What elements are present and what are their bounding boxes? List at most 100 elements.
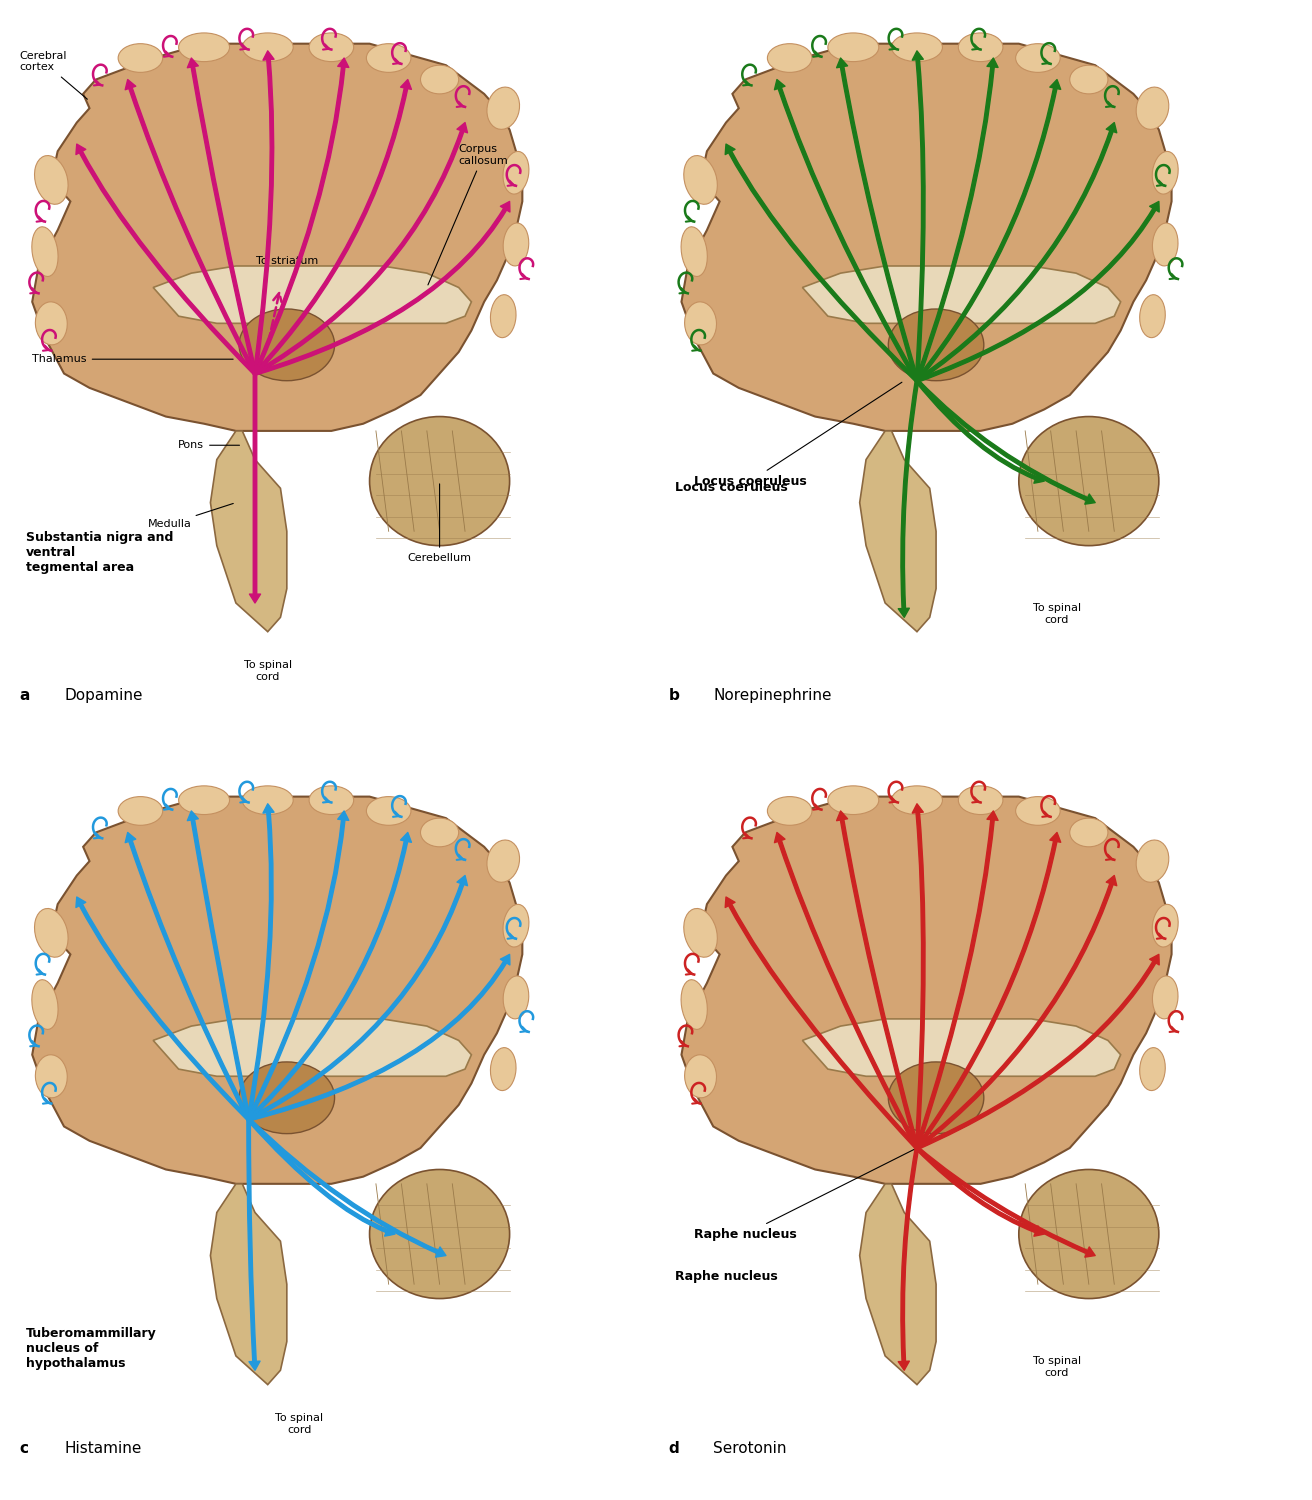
Ellipse shape xyxy=(684,156,718,204)
FancyArrowPatch shape xyxy=(774,833,918,1149)
Ellipse shape xyxy=(1069,818,1107,848)
Ellipse shape xyxy=(958,33,1002,62)
FancyArrowPatch shape xyxy=(916,1148,1044,1236)
Ellipse shape xyxy=(888,309,984,381)
FancyArrowPatch shape xyxy=(247,1119,260,1371)
FancyArrowPatch shape xyxy=(255,123,467,375)
Ellipse shape xyxy=(1152,904,1178,946)
Text: Substantia nigra and
ventral
tegmental area: Substantia nigra and ventral tegmental a… xyxy=(26,531,173,574)
Ellipse shape xyxy=(1019,417,1158,546)
Ellipse shape xyxy=(1152,224,1178,266)
FancyArrowPatch shape xyxy=(249,374,261,603)
FancyArrowPatch shape xyxy=(726,144,918,382)
Ellipse shape xyxy=(243,786,293,814)
Polygon shape xyxy=(210,1184,287,1384)
Ellipse shape xyxy=(491,294,516,338)
FancyArrowPatch shape xyxy=(253,51,274,374)
Text: b: b xyxy=(669,688,680,703)
Text: a: a xyxy=(20,688,30,703)
FancyArrowPatch shape xyxy=(255,201,510,375)
FancyArrowPatch shape xyxy=(916,876,1117,1149)
Ellipse shape xyxy=(366,44,411,72)
FancyArrowPatch shape xyxy=(912,804,925,1148)
Ellipse shape xyxy=(370,417,509,546)
Polygon shape xyxy=(154,1019,471,1077)
Text: Dopamine: Dopamine xyxy=(64,688,143,703)
Ellipse shape xyxy=(1140,1047,1165,1090)
Ellipse shape xyxy=(1152,152,1178,194)
FancyArrowPatch shape xyxy=(916,123,1117,382)
Text: Histamine: Histamine xyxy=(64,1442,142,1456)
FancyArrowPatch shape xyxy=(916,58,998,381)
FancyArrowPatch shape xyxy=(774,80,918,381)
FancyArrowPatch shape xyxy=(188,812,251,1119)
FancyArrowPatch shape xyxy=(76,897,249,1120)
Ellipse shape xyxy=(958,786,1002,814)
Ellipse shape xyxy=(310,786,354,814)
Text: To striatum: To striatum xyxy=(256,256,318,265)
Text: Corpus
callosum: Corpus callosum xyxy=(428,144,509,285)
FancyArrowPatch shape xyxy=(837,58,918,381)
Ellipse shape xyxy=(35,1054,67,1098)
FancyArrowPatch shape xyxy=(899,381,918,618)
Ellipse shape xyxy=(31,226,58,276)
Text: Tuberomammillary
nucleus of
hypothalamus: Tuberomammillary nucleus of hypothalamus xyxy=(26,1328,156,1370)
Polygon shape xyxy=(803,266,1120,324)
FancyArrowPatch shape xyxy=(916,380,1044,483)
Ellipse shape xyxy=(239,1062,335,1134)
FancyArrowPatch shape xyxy=(248,876,467,1120)
FancyArrowPatch shape xyxy=(912,51,925,381)
Text: Norepinephrine: Norepinephrine xyxy=(714,688,832,703)
Ellipse shape xyxy=(768,796,812,825)
Text: Raphe nucleus: Raphe nucleus xyxy=(694,1149,914,1240)
FancyArrowPatch shape xyxy=(253,58,349,374)
FancyArrowPatch shape xyxy=(916,954,1160,1149)
FancyArrowPatch shape xyxy=(253,80,412,375)
FancyArrowPatch shape xyxy=(76,144,256,375)
Ellipse shape xyxy=(1015,796,1060,825)
Ellipse shape xyxy=(491,1047,516,1090)
Text: Raphe nucleus: Raphe nucleus xyxy=(676,1270,778,1282)
Polygon shape xyxy=(803,1019,1120,1077)
Ellipse shape xyxy=(685,1054,716,1098)
Ellipse shape xyxy=(1140,294,1165,338)
Ellipse shape xyxy=(34,156,68,204)
FancyArrowPatch shape xyxy=(188,58,257,374)
Ellipse shape xyxy=(502,152,529,194)
FancyArrowPatch shape xyxy=(899,1148,918,1371)
Ellipse shape xyxy=(487,87,520,129)
Polygon shape xyxy=(681,796,1172,1184)
FancyArrowPatch shape xyxy=(248,1118,395,1236)
Ellipse shape xyxy=(1152,976,1178,1018)
Ellipse shape xyxy=(366,796,411,825)
Ellipse shape xyxy=(420,64,459,94)
Ellipse shape xyxy=(828,786,879,814)
Ellipse shape xyxy=(370,1170,509,1299)
Ellipse shape xyxy=(118,44,163,72)
FancyArrowPatch shape xyxy=(916,1146,1096,1257)
Ellipse shape xyxy=(1136,87,1169,129)
Ellipse shape xyxy=(888,1062,984,1134)
Ellipse shape xyxy=(681,980,707,1029)
Polygon shape xyxy=(681,44,1172,430)
Ellipse shape xyxy=(892,33,942,62)
Text: Thalamus: Thalamus xyxy=(33,354,234,364)
Polygon shape xyxy=(859,1184,935,1384)
Ellipse shape xyxy=(420,818,459,848)
Text: Cerebral
cortex: Cerebral cortex xyxy=(20,51,88,99)
Ellipse shape xyxy=(1069,64,1107,94)
Ellipse shape xyxy=(684,909,718,957)
Text: Locus coeruleus: Locus coeruleus xyxy=(694,382,901,488)
Ellipse shape xyxy=(487,840,520,882)
FancyArrowPatch shape xyxy=(248,833,412,1120)
FancyArrowPatch shape xyxy=(916,812,998,1149)
FancyArrowPatch shape xyxy=(916,201,1160,382)
Polygon shape xyxy=(33,796,522,1184)
Ellipse shape xyxy=(178,33,230,62)
FancyArrowPatch shape xyxy=(125,833,251,1120)
Polygon shape xyxy=(33,44,522,430)
Text: d: d xyxy=(669,1442,680,1456)
FancyArrowPatch shape xyxy=(247,812,349,1120)
Ellipse shape xyxy=(118,796,163,825)
Ellipse shape xyxy=(892,786,942,814)
